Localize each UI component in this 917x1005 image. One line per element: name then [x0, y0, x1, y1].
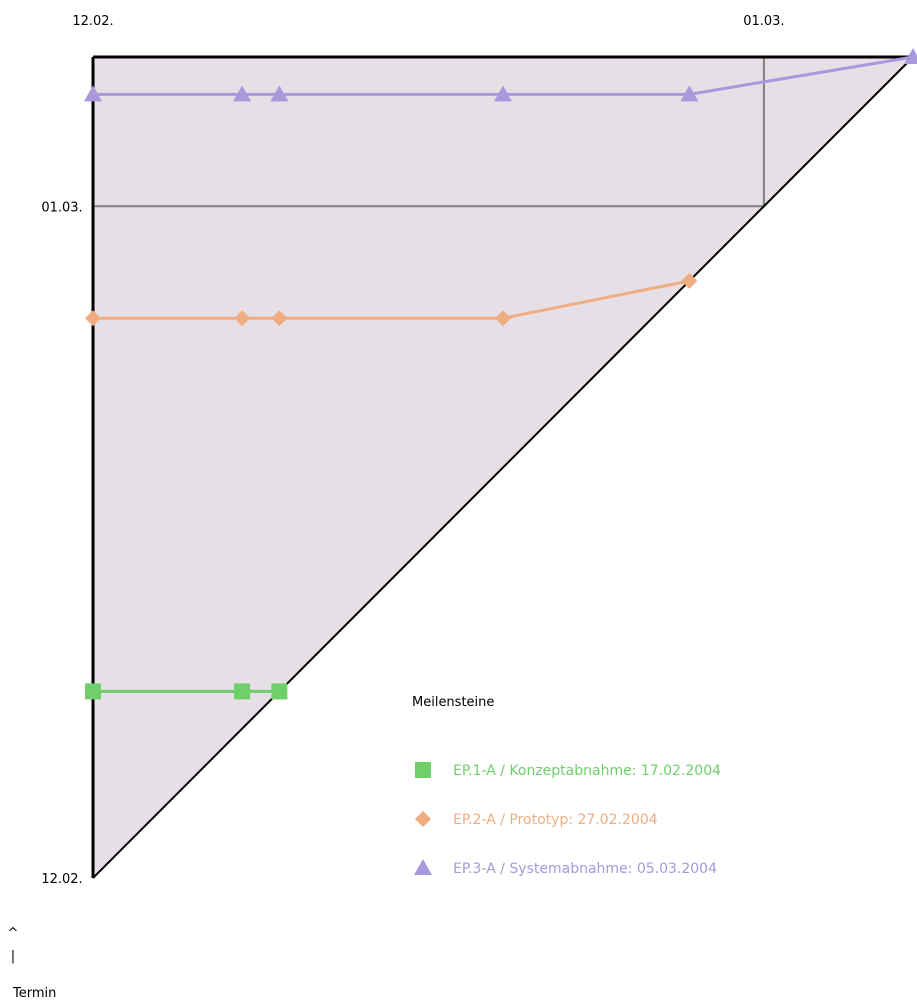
data-point	[494, 85, 512, 102]
data-point	[495, 310, 511, 327]
data-point	[85, 683, 101, 700]
legend: Meilensteine EP.1-A / Konzeptabnahme: 17.…	[412, 695, 721, 877]
data-point	[233, 85, 252, 102]
series-line	[93, 55, 914, 96]
y-axis-label-bar: |	[11, 949, 15, 964]
data-point	[85, 310, 101, 327]
y-tick-label: 01.03.	[41, 200, 82, 215]
legend-marker	[415, 811, 431, 827]
y-axis-label-group: ^ | Termin	[8, 926, 57, 1001]
y-axis-label-arrow: ^	[8, 926, 19, 941]
y-axis-label: Termin	[12, 986, 56, 1001]
axes	[91, 55, 914, 879]
legend-label: EP.1-A / Konzeptabnahme: 17.02.2004	[453, 763, 721, 779]
data-point	[681, 272, 698, 289]
legend-label: EP.3-A / Systemabnahme: 05.03.2004	[453, 861, 717, 877]
series-2	[85, 272, 698, 327]
x-tick-label: 01.03.	[743, 14, 784, 29]
data-point	[234, 683, 251, 700]
legend-title: Meilensteine	[412, 695, 494, 710]
legend-item-3: EP.3-A / Systemabnahme: 05.03.2004	[414, 859, 717, 877]
data-point	[234, 310, 251, 327]
diagonal-line	[92, 56, 914, 879]
legend-item-2: EP.2-A / Prototyp: 27.02.2004	[415, 811, 658, 828]
x-tick-label: 12.02.	[72, 14, 113, 29]
data-point	[84, 85, 102, 102]
legend-item-1: EP.1-A / Konzeptabnahme: 17.02.2004	[415, 762, 721, 779]
series-group	[84, 48, 917, 700]
data-point	[680, 85, 699, 102]
legend-marker	[415, 762, 431, 778]
series-1	[85, 683, 288, 700]
legend-marker	[414, 859, 432, 875]
series-3	[84, 48, 917, 102]
data-point	[270, 85, 289, 102]
tick-labels: 12.02. 01.03. 12.02. 01.03.	[41, 14, 784, 887]
data-point	[271, 310, 288, 327]
y-tick-label: 12.02.	[41, 872, 82, 887]
legend-label: EP.2-A / Prototyp: 27.02.2004	[453, 812, 658, 828]
data-point	[904, 48, 917, 64]
data-point	[271, 683, 288, 700]
